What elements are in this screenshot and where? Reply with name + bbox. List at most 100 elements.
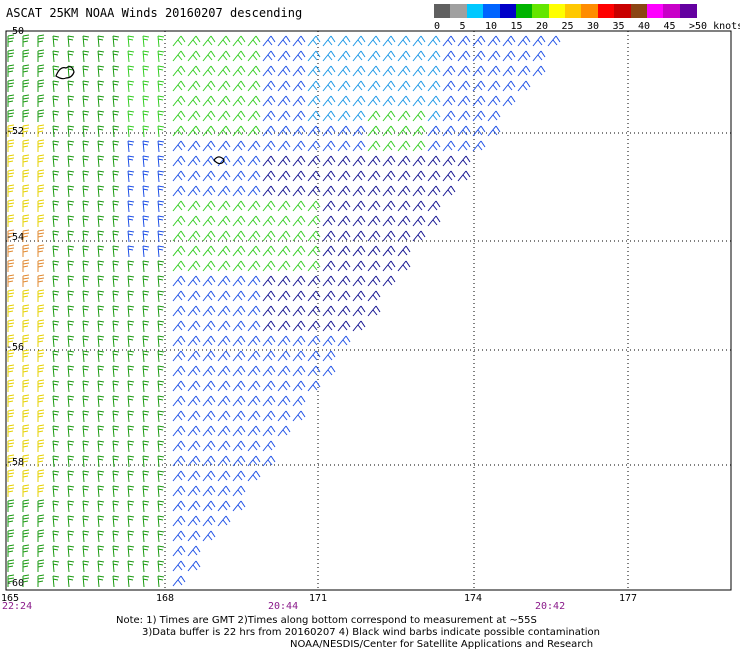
wind-barb [202,155,216,167]
wind-barb [82,455,90,468]
wind-barb [82,515,90,528]
wind-barb [217,335,231,347]
wind-barb [232,65,246,77]
wind-barb [157,335,165,348]
wind-barb [127,485,135,498]
wind-barb [67,560,75,573]
wind-barb [322,230,336,242]
wind-barb [172,485,186,497]
wind-barb [472,95,486,107]
wind-barb [157,530,165,543]
wind-barb [112,335,120,348]
wind-barb [367,185,381,197]
wind-barb [232,410,246,422]
wind-barb [52,575,60,588]
wind-barb [82,185,90,198]
wind-barb [157,575,165,588]
wind-barb [427,140,441,152]
wind-barb [157,170,165,183]
wind-barb [22,514,30,527]
wind-barb [22,184,30,197]
wind-barb [52,125,60,138]
wind-barb [217,230,231,242]
lat-label-54: -54 [6,232,25,243]
wind-barb [112,500,120,513]
wind-barb [247,260,261,272]
wind-barb [97,380,105,393]
wind-barb [142,320,150,333]
wind-barb [397,155,411,167]
wind-barb [37,439,45,452]
wind-barb [397,245,411,257]
legend-label: 40 [638,21,651,32]
wind-barb [142,560,150,573]
lat-label-60: -60 [6,578,25,589]
wind-barb [67,500,75,513]
wind-barb [22,139,30,152]
wind-barb [172,215,186,227]
wind-barb [97,365,105,378]
wind-barb [127,530,135,543]
wind-barb [172,230,186,242]
wind-barb [277,230,291,242]
wind-barb [442,35,456,47]
wind-barb [172,290,186,302]
wind-barb [472,125,486,137]
wind-barb [187,530,201,542]
legend-swatch [434,4,451,18]
wind-barb [37,319,45,332]
wind-barb [127,365,135,378]
wind-barb [412,230,426,242]
wind-barb [292,140,306,152]
wind-barb [22,289,30,302]
wind-barb [82,245,90,258]
wind-barb [202,125,216,137]
legend-swatch [679,4,697,18]
wind-barb [157,545,165,558]
legend-label: 5 [459,21,466,32]
wind-barb [442,185,456,197]
wind-barb [247,80,261,92]
wind-barb [232,230,246,242]
wind-barb [322,155,336,167]
wind-barb [127,170,135,183]
wind-barb [37,289,45,302]
wind-barb [127,305,135,318]
wind-barb [307,35,321,47]
wind-barb [157,410,165,423]
wind-barb [367,140,381,152]
wind-barb [202,425,216,437]
legend-swatch [466,4,484,18]
wind-barb [37,184,45,197]
wind-barb [217,185,231,197]
wind-barb [262,185,276,197]
wind-barb [232,80,246,92]
wind-barb [22,229,30,242]
wind-barb [112,245,120,258]
wind-barb [217,215,231,227]
wind-barb [112,230,120,243]
wind-barb [382,170,396,182]
wind-barb [247,290,261,302]
wind-barb [112,65,120,78]
wind-barb [112,440,120,453]
wind-barb [172,395,186,407]
wind-barb [487,125,501,137]
wind-barb [307,350,321,362]
wind-barb [97,485,105,498]
wind-barb [277,260,291,272]
wind-barb [352,200,366,212]
wind-barb [202,185,216,197]
wind-barb [22,49,30,62]
wind-barb [427,50,441,62]
wind-barb [172,305,186,317]
wind-barb [337,95,351,107]
wind-barb [67,50,75,63]
wind-barb [187,320,201,332]
wind-barb [187,500,201,512]
wind-barb [127,260,135,273]
wind-barb [337,140,351,152]
wind-barb [382,155,396,167]
wind-barb [322,95,336,107]
wind-barb [277,350,291,362]
